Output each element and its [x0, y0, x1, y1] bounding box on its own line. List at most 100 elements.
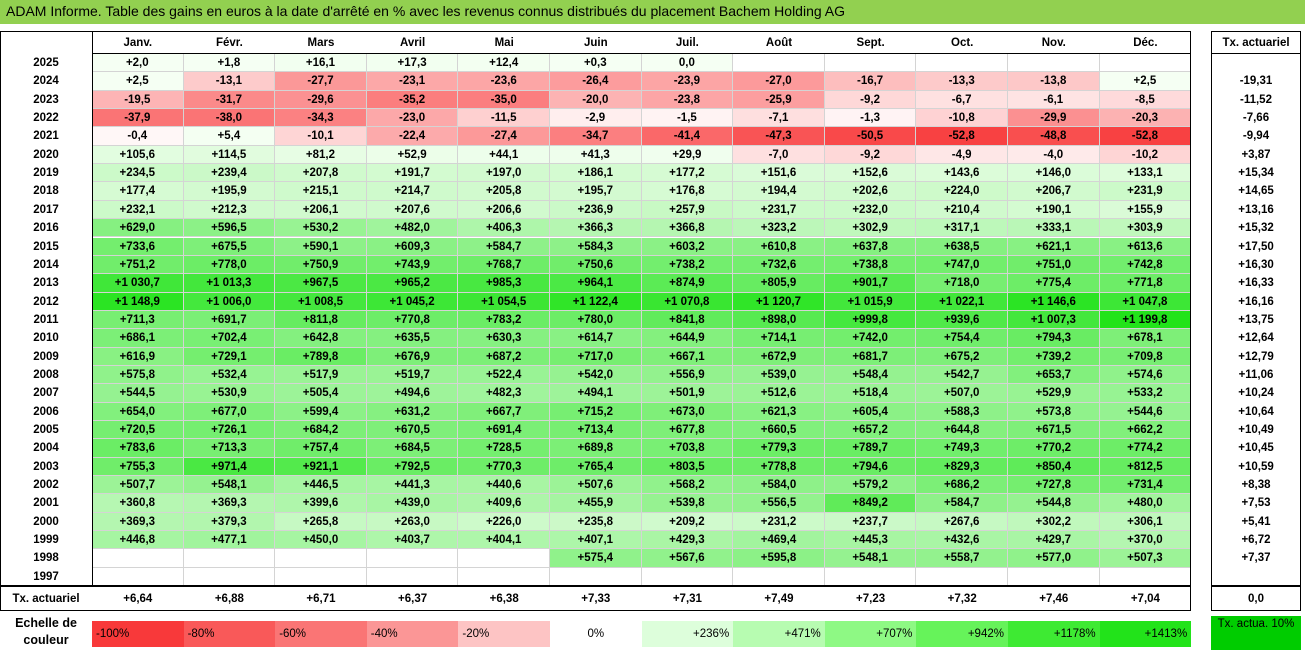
table-cell: +783,6 — [92, 439, 184, 458]
table-cell: +770,2 — [1008, 439, 1100, 458]
legend-swatch: -100% — [92, 621, 184, 647]
table-cell: -20,3 — [1099, 109, 1192, 128]
table-cell: +684,5 — [366, 439, 459, 458]
table-cell: +530,2 — [275, 219, 367, 238]
table-cell: +654,0 — [92, 402, 184, 421]
table-cell: +681,7 — [824, 347, 917, 366]
table-cell: +794,6 — [824, 457, 917, 477]
table-cell: +749,3 — [916, 439, 1008, 458]
table-cell: -10,2 — [1099, 145, 1192, 165]
table-cell: +1 122,4 — [550, 292, 642, 311]
table-cell — [733, 54, 825, 73]
footer-value: +6,37 — [398, 593, 428, 605]
table-cell: +621,3 — [733, 402, 825, 421]
table-cell: +544,6 — [1099, 402, 1192, 421]
table-cell: +739,2 — [1008, 347, 1100, 366]
rate-cell: +17,50 — [1238, 240, 1274, 253]
table-cell: +1 120,7 — [733, 292, 825, 311]
table-cell: 0,0 — [641, 54, 734, 73]
table-cell: +235,8 — [550, 512, 642, 532]
table-cell: -7,0 — [733, 145, 825, 165]
table-cell: +512,6 — [733, 384, 825, 403]
month-header: Sept. — [856, 37, 885, 49]
month-header: Oct. — [951, 37, 974, 49]
rate-header: Tx. actuariel — [1222, 37, 1290, 49]
month-header: Janv. — [123, 37, 153, 49]
year-label: 2019 — [33, 167, 59, 180]
table-cell: +841,8 — [641, 310, 734, 330]
legend-swatch: +707% — [824, 621, 917, 647]
table-cell: +379,3 — [183, 512, 276, 532]
table-cell: +1 054,5 — [458, 292, 550, 311]
table-cell: +518,4 — [824, 384, 917, 403]
table-cell: -35,2 — [366, 90, 459, 110]
table-cell: +16,1 — [275, 54, 367, 73]
table-cell: +709,8 — [1099, 347, 1192, 366]
table-cell: +901,7 — [824, 274, 917, 293]
table-cell: +577,0 — [1008, 549, 1100, 568]
year-label: 2006 — [33, 405, 59, 418]
table-cell: +494,6 — [366, 384, 459, 403]
table-cell: +195,7 — [550, 182, 642, 201]
table-cell: +501,9 — [641, 384, 734, 403]
table-cell: +530,9 — [183, 384, 276, 403]
rate-cell: +5,41 — [1241, 515, 1271, 528]
table-cell: +151,6 — [733, 164, 825, 183]
table-cell: +750,9 — [275, 255, 367, 275]
table-cell: +849,2 — [824, 494, 917, 513]
rate-cell: -9,94 — [1242, 130, 1270, 143]
table-cell: -27,4 — [458, 127, 550, 146]
month-header: Juin — [583, 37, 608, 49]
table-cell: +522,4 — [458, 365, 550, 385]
table-cell: +441,3 — [366, 476, 459, 495]
year-label: 2000 — [33, 515, 59, 528]
table-cell: +780,0 — [550, 310, 642, 330]
table-cell: -47,3 — [733, 127, 825, 146]
rate-cell: +15,32 — [1238, 222, 1274, 235]
table-cell: -52,8 — [1099, 127, 1192, 146]
table-cell: +306,1 — [1099, 512, 1192, 532]
table-cell: -52,8 — [916, 127, 1008, 146]
table-cell: +191,7 — [366, 164, 459, 183]
year-label: 2011 — [33, 313, 59, 326]
table-cell: +610,8 — [733, 237, 825, 256]
year-label: 1997 — [33, 570, 59, 583]
chart-title: ADAM Informe. Table des gains en euros à… — [6, 3, 845, 19]
table-cell: +370,0 — [1099, 531, 1192, 550]
table-cell: -7,1 — [733, 109, 825, 128]
table-cell: -26,4 — [550, 72, 642, 91]
table-cell: +482,3 — [458, 384, 550, 403]
rate-cell: +3,87 — [1241, 148, 1271, 161]
table-cell: -11,5 — [458, 109, 550, 128]
table-cell: +726,1 — [183, 421, 276, 440]
table-cell: +333,1 — [1008, 219, 1100, 238]
table-cell: +757,4 — [275, 439, 367, 458]
table-cell: +596,5 — [183, 219, 276, 238]
table-cell: +548,1 — [183, 476, 276, 495]
table-cell: +143,6 — [916, 164, 1008, 183]
table-cell: +406,3 — [458, 219, 550, 238]
table-cell: +584,3 — [550, 237, 642, 256]
table-cell: +232,0 — [824, 200, 917, 220]
table-cell: +399,6 — [275, 494, 367, 513]
table-cell: +234,5 — [92, 164, 184, 183]
table-cell: +599,4 — [275, 402, 367, 421]
table-cell: -2,9 — [550, 109, 642, 128]
table-cell: +588,3 — [916, 402, 1008, 421]
table-cell: -16,7 — [824, 72, 917, 91]
table-cell: +711,3 — [92, 310, 184, 330]
table-cell: +2,0 — [92, 54, 184, 73]
rate-cell: +16,30 — [1238, 258, 1274, 271]
legend-swatch: -20% — [458, 621, 550, 647]
table-cell: +595,8 — [733, 549, 825, 568]
rate-cell: +6,72 — [1241, 534, 1271, 547]
table-cell: +575,8 — [92, 365, 184, 385]
table-cell: +556,5 — [733, 494, 825, 513]
table-cell: +532,4 — [183, 365, 276, 385]
month-header: Déc. — [1133, 37, 1158, 49]
table-cell: +715,2 — [550, 402, 642, 421]
table-cell: -23,1 — [366, 72, 459, 91]
table-cell: +691,4 — [458, 421, 550, 440]
table-cell: +743,9 — [366, 255, 459, 275]
table-cell: -4,9 — [916, 145, 1008, 165]
